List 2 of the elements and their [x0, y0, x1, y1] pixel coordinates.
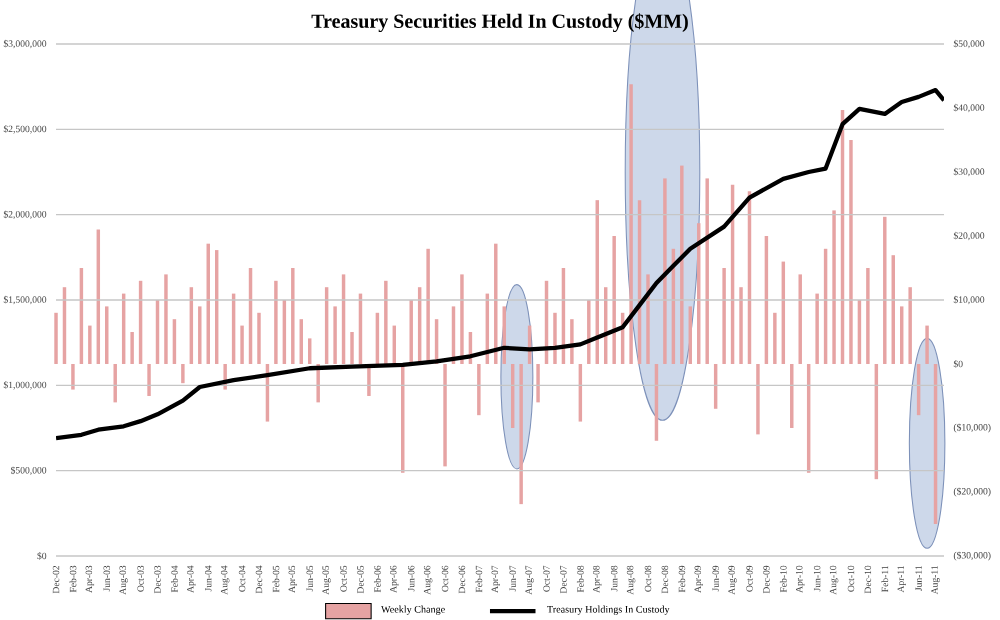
chart-title: Treasury Securities Held In Custody ($MM)	[311, 13, 688, 33]
line-series	[56, 87, 944, 441]
